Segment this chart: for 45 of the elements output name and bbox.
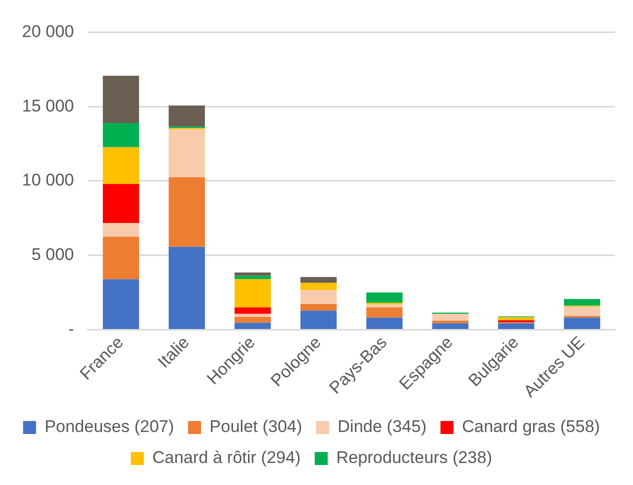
bar	[366, 318, 403, 330]
bar	[300, 290, 337, 304]
y-tick-label: 15 000	[22, 96, 74, 116]
legend-label: Canard à rôtir (294)	[152, 448, 301, 468]
y-tick-label: 10 000	[22, 170, 74, 190]
bar	[564, 306, 600, 316]
bar	[102, 122, 140, 148]
bar	[234, 307, 271, 314]
y-tick-label: 5 000	[31, 245, 74, 264]
bar	[234, 322, 271, 330]
bar	[102, 76, 140, 123]
bar	[498, 317, 534, 320]
bar	[564, 318, 600, 330]
bar	[366, 307, 403, 318]
bar	[432, 314, 468, 321]
bar	[300, 310, 337, 330]
y-tick-label: -	[68, 319, 74, 338]
bar	[102, 184, 140, 223]
bar	[234, 279, 271, 308]
bar	[234, 314, 271, 317]
bar	[300, 282, 337, 290]
bar	[102, 222, 140, 237]
bar	[564, 298, 600, 306]
bar	[168, 106, 205, 127]
bar	[300, 304, 337, 311]
bar	[102, 236, 140, 280]
bar	[168, 246, 205, 330]
legend-label: Reproducteurs (238)	[336, 448, 492, 468]
bar	[498, 323, 534, 330]
bar	[432, 323, 468, 330]
legend-label: Pondeuses (207)	[44, 417, 174, 436]
bar	[432, 320, 468, 324]
bar	[366, 304, 403, 308]
legend-label: Poulet (304)	[210, 417, 302, 436]
bar	[234, 316, 271, 323]
bar	[102, 279, 140, 330]
y-tick-label: 20 000	[22, 22, 74, 41]
legend-label: Dinde (345)	[338, 417, 426, 436]
legend-label: Canard gras (558)	[462, 417, 600, 436]
bar	[366, 292, 403, 303]
bar	[168, 177, 205, 247]
bar	[234, 272, 271, 276]
bar	[168, 129, 205, 178]
bar	[300, 276, 337, 283]
bar	[102, 147, 140, 184]
